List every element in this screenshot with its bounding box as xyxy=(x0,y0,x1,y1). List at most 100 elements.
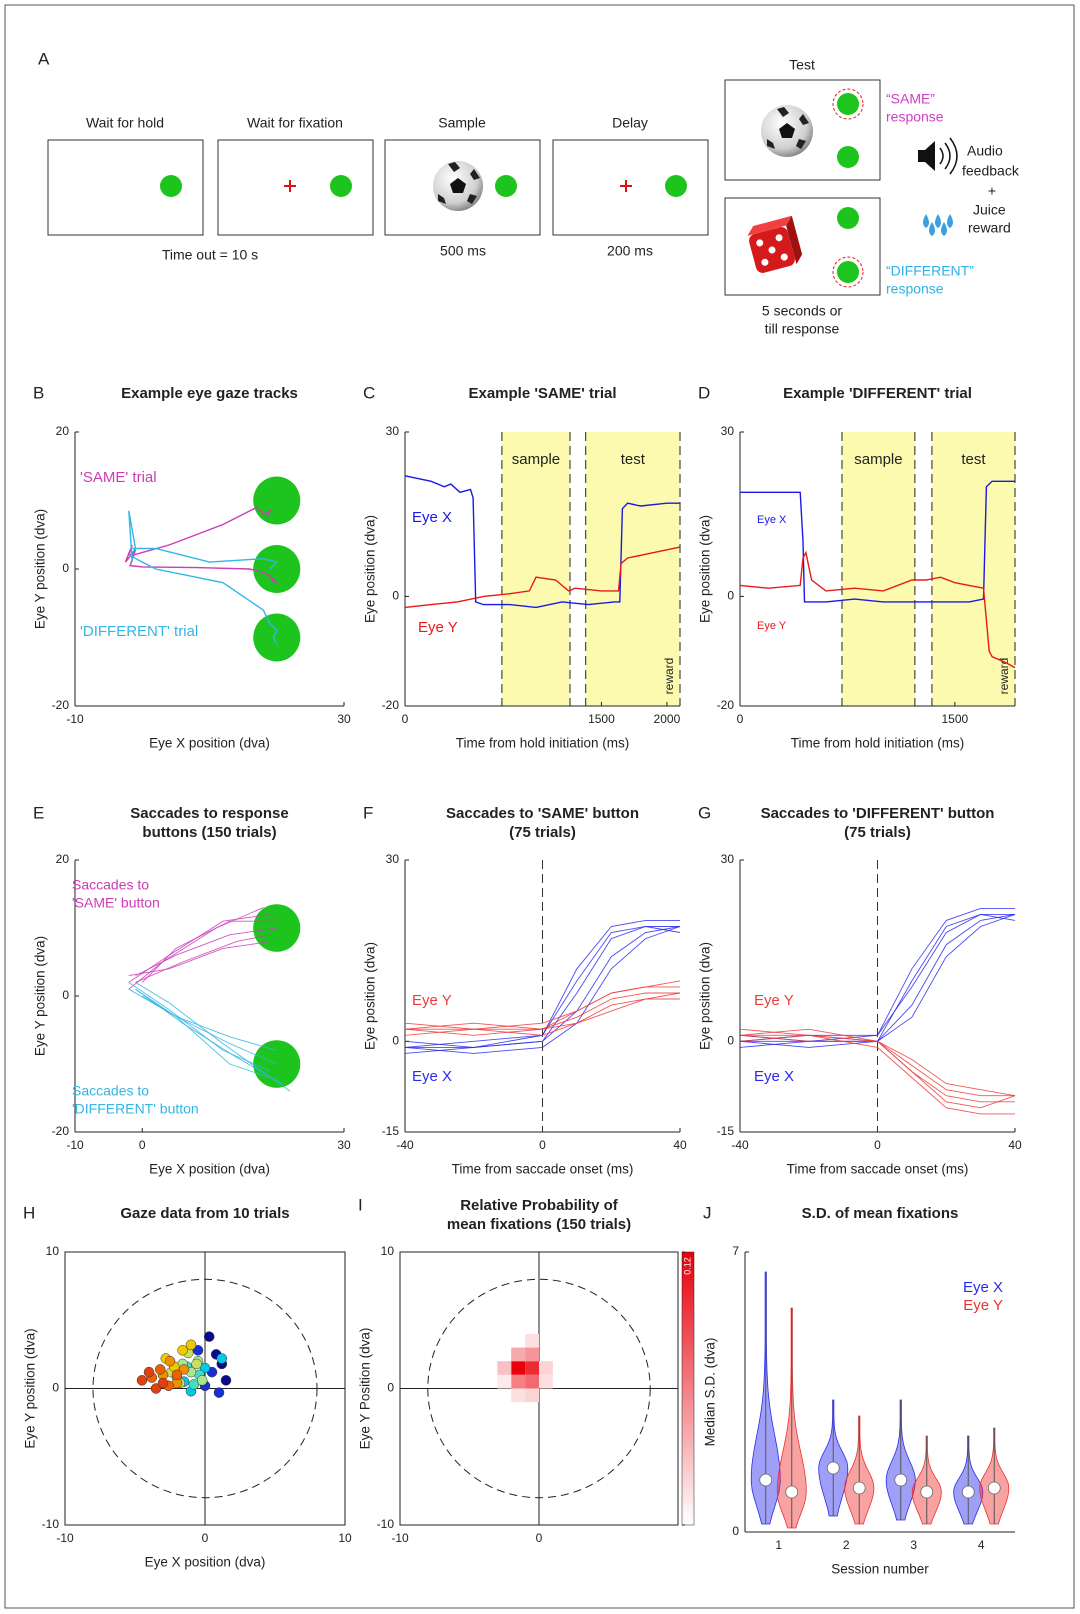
y-tick-label: 0 xyxy=(392,589,399,603)
panel-label: A xyxy=(38,49,50,68)
colorbar-tick-label: 0.12 xyxy=(682,1257,692,1275)
series-label: Eye X xyxy=(754,1068,794,1085)
selection-ring xyxy=(832,88,864,120)
caption: 200 ms xyxy=(607,243,653,259)
region-label: sample xyxy=(512,451,560,468)
series-label: 'SAME' trial xyxy=(80,469,157,486)
y-axis-label: Eye position (dva) xyxy=(363,515,378,623)
x-tick-label: 40 xyxy=(1008,1138,1022,1152)
y-axis-label: Eye position (dva) xyxy=(698,942,713,1050)
chart-title: Example eye gaze tracks xyxy=(121,385,298,402)
y-tick-label: 0 xyxy=(387,1381,394,1395)
chart-title: buttons (150 trials) xyxy=(142,824,276,841)
gaze-point xyxy=(177,1345,188,1356)
chart-title: Saccades to 'SAME' button xyxy=(446,805,639,822)
x-tick-label: 0 xyxy=(202,1531,209,1545)
y-tick-label: 10 xyxy=(381,1244,395,1258)
heat-cell xyxy=(525,1361,539,1375)
gaze-point xyxy=(203,1331,215,1342)
trace xyxy=(142,995,277,1051)
x-axis-label: Eye X position (dva) xyxy=(149,736,270,751)
chart-title: Saccades to 'DIFFERENT' button xyxy=(761,805,995,822)
y-tick-label: 7 xyxy=(732,1244,739,1258)
y-tick-label: -10 xyxy=(42,1517,60,1531)
series-label: 'DIFFERENT' button xyxy=(72,1101,199,1117)
series-label: Eye Y xyxy=(412,992,452,1009)
x-tick-label: 0 xyxy=(536,1531,543,1545)
x-axis-label: Time from saccade onset (ms) xyxy=(452,1162,634,1177)
response-label: “SAME” xyxy=(886,91,935,107)
gaze-point xyxy=(199,1362,211,1374)
legend-label: Eye Y xyxy=(963,1297,1003,1314)
trace xyxy=(739,913,1016,1048)
panel-label: H xyxy=(23,1203,35,1222)
heat-cell xyxy=(511,1388,526,1403)
trace xyxy=(404,992,681,1036)
y-tick-label: 30 xyxy=(721,852,735,866)
y-axis-label: Eye Y position (dva) xyxy=(33,936,48,1056)
gaze-point xyxy=(178,1364,190,1375)
chart-title: Example 'DIFFERENT' trial xyxy=(783,385,972,402)
trace xyxy=(739,1028,1016,1097)
gaze-point xyxy=(192,1345,204,1356)
y-tick-label: 0 xyxy=(727,1034,734,1048)
trace xyxy=(128,941,271,977)
series-label: 'DIFFERENT' trial xyxy=(80,623,198,640)
series-label: Saccades to xyxy=(72,877,149,893)
heat-cell xyxy=(525,1388,539,1403)
heat-cell xyxy=(511,1361,526,1375)
panel-label: J xyxy=(703,1203,712,1222)
x-tick-label: 30 xyxy=(337,712,351,726)
button-dot xyxy=(330,175,352,197)
x-tick-label: -40 xyxy=(731,1138,749,1152)
y-tick-label: -20 xyxy=(52,1124,70,1138)
y-axis-label: Eye Y position (dva) xyxy=(23,1328,38,1448)
legend-label: Eye X xyxy=(963,1279,1003,1296)
x-tick-label: 2 xyxy=(843,1538,850,1552)
panel-a: A Wait for hold Wait for fixation Sample… xyxy=(38,49,1020,336)
x-tick-label: -10 xyxy=(66,712,84,726)
y-tick-label: 20 xyxy=(56,424,70,438)
chart-title: (75 trials) xyxy=(509,824,576,841)
heat-cell xyxy=(511,1347,526,1362)
x-tick-label: 1 xyxy=(775,1538,782,1552)
y-tick-label: 10 xyxy=(46,1244,60,1258)
trace xyxy=(739,1034,1015,1115)
violin-median xyxy=(826,1461,840,1475)
button-dot xyxy=(160,175,182,197)
trace xyxy=(135,988,277,1065)
y-tick-label: 0 xyxy=(62,561,69,575)
x-tick-label: 30 xyxy=(337,1138,351,1152)
series-line xyxy=(128,510,279,645)
violin-median xyxy=(987,1481,1001,1495)
caption: Time out = 10 s xyxy=(162,247,258,263)
heat-cell xyxy=(525,1347,539,1362)
trace xyxy=(739,1034,1016,1109)
button-dot xyxy=(837,146,859,168)
x-tick-label: 0 xyxy=(737,712,744,726)
gaze-point xyxy=(171,1369,183,1381)
y-axis-label: Eye Y position (dva) xyxy=(33,509,48,629)
feedback-label: feedback xyxy=(962,163,1020,179)
target xyxy=(253,545,301,593)
y-axis-label: Eye position (dva) xyxy=(363,942,378,1050)
y-axis-label: Eye position (dva) xyxy=(698,515,713,623)
y-tick-label: -20 xyxy=(717,698,735,712)
x-tick-label: -40 xyxy=(396,1138,414,1152)
trace xyxy=(404,980,681,1030)
stage-title: Test xyxy=(789,57,815,73)
heat-cell xyxy=(539,1361,553,1375)
reference-circle xyxy=(92,1278,318,1499)
y-tick-label: -10 xyxy=(377,1517,395,1531)
series-line xyxy=(740,480,1015,603)
x-tick-label: 40 xyxy=(673,1138,687,1152)
gaze-point xyxy=(188,1379,200,1390)
caption: 500 ms xyxy=(440,243,486,259)
stage-title: Wait for hold xyxy=(86,115,164,131)
y-tick-label: 30 xyxy=(386,424,400,438)
target xyxy=(253,476,301,525)
fix-cross xyxy=(284,180,296,192)
x-tick-label: 0 xyxy=(139,1138,146,1152)
y-tick-label: 0 xyxy=(732,1524,739,1538)
x-tick-label: -10 xyxy=(391,1531,409,1545)
